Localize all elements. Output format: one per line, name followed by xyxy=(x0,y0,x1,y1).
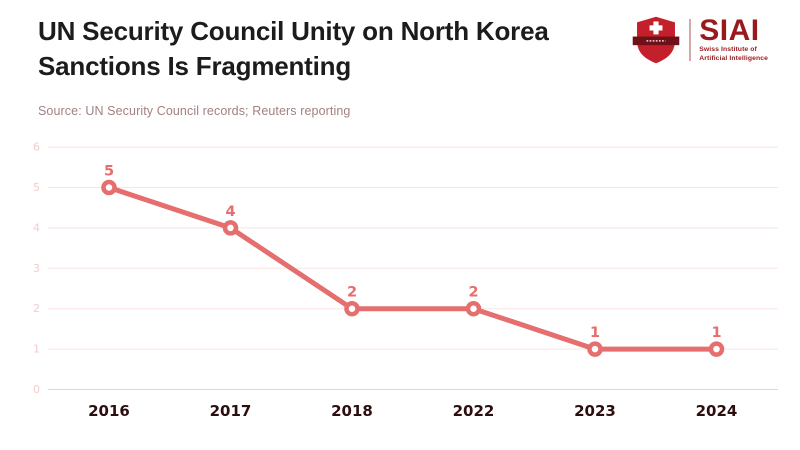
y-tick-label: 0 xyxy=(33,383,40,396)
data-point-label: 5 xyxy=(104,164,114,180)
page-title: UN Security Council Unity on North Korea… xyxy=(38,14,549,84)
x-tick-label: 2023 xyxy=(574,402,616,420)
data-point xyxy=(101,179,117,196)
logo-acronym: SIAI xyxy=(699,13,760,47)
x-tick-label: 2017 xyxy=(210,402,252,420)
trend-line xyxy=(106,185,719,352)
y-tick-label: 2 xyxy=(33,302,40,315)
swiss-shield-cross-icon xyxy=(632,16,680,64)
data-point xyxy=(222,220,239,236)
y-tick-label: 5 xyxy=(33,181,40,194)
y-tick-label: 4 xyxy=(33,221,40,234)
logo-divider xyxy=(689,19,692,61)
data-point-label: 1 xyxy=(590,325,600,341)
data-point xyxy=(587,341,603,357)
data-point-label: 2 xyxy=(468,285,478,301)
y-tick-label: 3 xyxy=(33,262,40,275)
data-point-label: 1 xyxy=(711,325,721,341)
logo-text: SIAI Swiss Institute of Artificial Intel… xyxy=(699,13,768,63)
logo-subtitle-line-1: Swiss Institute of xyxy=(699,45,757,53)
data-point-label: 2 xyxy=(347,285,357,301)
source-note: Source: UN Security Council records; Reu… xyxy=(38,104,351,118)
logo-subtitle-line-2: Artificial Intelligence xyxy=(699,55,768,62)
title-line-2: Sanctions Is Fragmenting xyxy=(38,51,352,81)
siai-logo: SIAI Swiss Institute of Artificial Intel… xyxy=(631,15,768,65)
logo-subtitle: Swiss Institute of Artificial Intelligen… xyxy=(699,45,768,63)
data-point xyxy=(465,300,482,317)
x-tick-label: 2024 xyxy=(696,402,738,420)
y-tick-label: 1 xyxy=(33,343,40,356)
data-point-label: 4 xyxy=(225,204,235,220)
x-tick-label: 2022 xyxy=(453,402,495,420)
data-point xyxy=(708,341,725,357)
x-tick-label: 2016 xyxy=(88,402,130,420)
data-point xyxy=(344,300,360,317)
x-tick-label: 2018 xyxy=(331,402,373,420)
title-line-1: UN Security Council Unity on North Korea xyxy=(38,16,549,46)
y-tick-label: 6 xyxy=(33,141,40,154)
